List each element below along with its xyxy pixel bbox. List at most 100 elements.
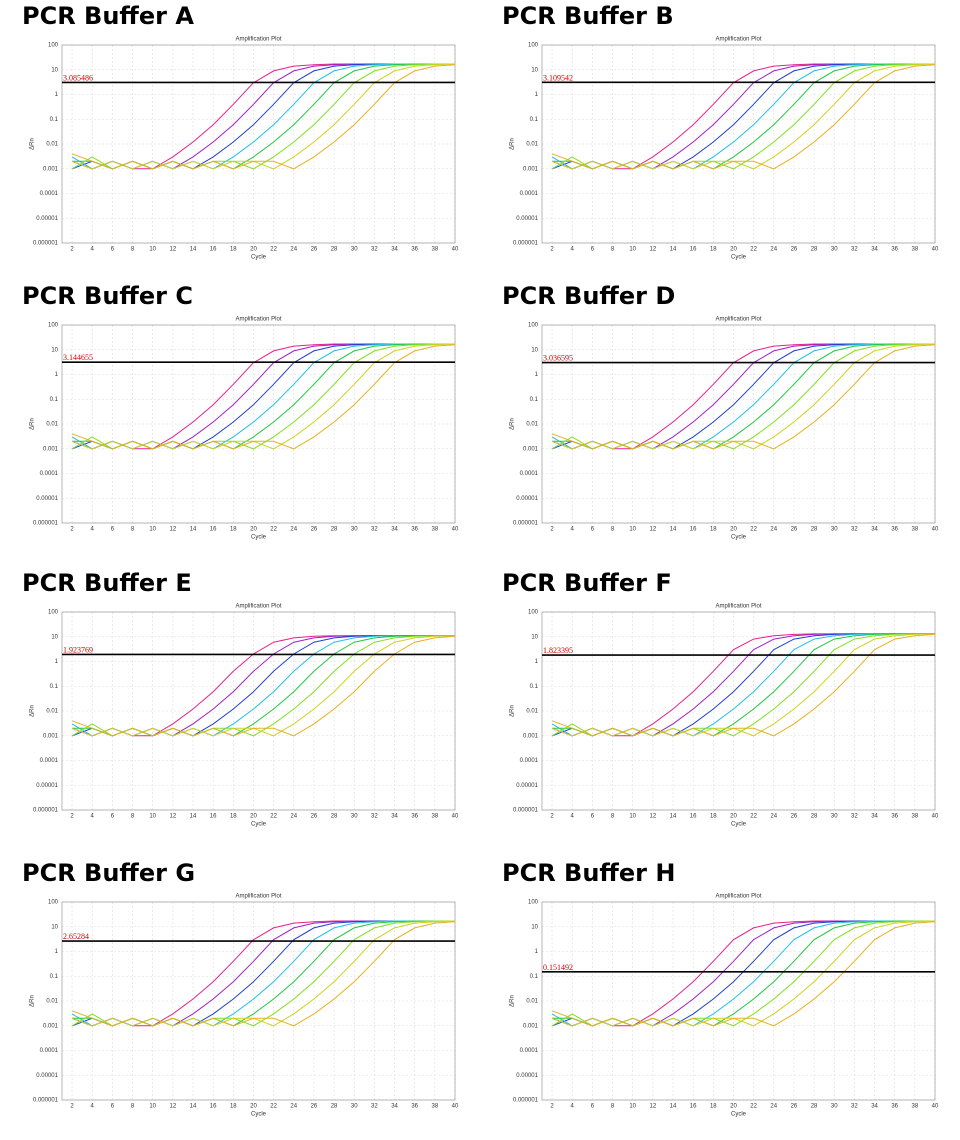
x-tick-label: 34 [391, 527, 398, 533]
x-tick-label: 12 [650, 1104, 657, 1110]
x-tick-label: 20 [730, 1104, 737, 1110]
x-tick-label: 4 [91, 814, 95, 820]
x-tick-label: 32 [851, 1104, 858, 1110]
x-tick-label: 2 [550, 527, 554, 533]
y-axis-label: ΔRn [30, 418, 36, 430]
x-tick-label: 32 [371, 1104, 378, 1110]
amplification-curve [71, 63, 455, 170]
y-tick-label: 1 [55, 949, 59, 955]
x-tick-label: 4 [91, 247, 95, 253]
x-tick-label: 10 [629, 814, 636, 820]
y-tick-label: 100 [48, 43, 59, 49]
x-tick-label: 4 [571, 247, 575, 253]
y-tick-label: 0.000001 [33, 1098, 59, 1104]
amplification-curve [72, 635, 455, 737]
x-tick-label: 22 [750, 247, 757, 253]
x-tick-label: 14 [670, 814, 677, 820]
x-tick-label: 28 [811, 247, 818, 253]
amplification-curve [71, 343, 455, 450]
x-tick-label: 36 [891, 527, 898, 533]
threshold-label: 1.923769 [63, 645, 93, 654]
x-tick-label: 30 [831, 814, 838, 820]
y-tick-label: 0.000001 [33, 241, 59, 247]
panel-heading: PCR Buffer G [22, 859, 195, 887]
x-tick-label: 18 [710, 247, 717, 253]
y-tick-label: 0.00001 [516, 496, 538, 502]
x-tick-label: 28 [331, 1104, 338, 1110]
amplification-curve [71, 635, 455, 737]
x-tick-label: 6 [111, 527, 115, 533]
y-tick-label: 0.0001 [520, 1048, 539, 1054]
x-tick-label: 24 [770, 247, 777, 253]
threshold-label: 3.144655 [63, 353, 93, 362]
y-tick-label: 0.000001 [513, 241, 539, 247]
y-tick-label: 0.1 [530, 974, 539, 980]
y-tick-label: 0.1 [50, 117, 59, 123]
panel-heading: PCR Buffer D [502, 282, 675, 310]
x-tick-label: 24 [290, 527, 297, 533]
y-tick-label: 0.001 [43, 733, 59, 739]
x-tick-label: 24 [290, 247, 297, 253]
y-axis-label: ΔRn [30, 995, 36, 1007]
amplification-curve [71, 635, 455, 737]
x-tick-label: 8 [131, 1104, 135, 1110]
y-axis-label: ΔRn [510, 418, 516, 430]
x-tick-label: 32 [851, 814, 858, 820]
y-tick-label: 10 [51, 347, 58, 353]
y-tick-label: 1 [535, 949, 539, 955]
amplification-curve [72, 920, 455, 1027]
amplification-curve [551, 63, 936, 170]
y-tick-label: 1 [55, 372, 59, 378]
x-tick-label: 6 [111, 814, 115, 820]
x-tick-label: 38 [432, 1104, 439, 1110]
y-tick-label: 0.01 [526, 422, 538, 428]
y-tick-label: 100 [528, 900, 539, 906]
x-tick-label: 24 [770, 527, 777, 533]
x-tick-label: 38 [432, 527, 439, 533]
x-tick-label: 8 [611, 814, 615, 820]
amplification-curve [551, 63, 935, 170]
chart-title: Amplification Plot [235, 37, 281, 43]
chart-title: Amplification Plot [715, 894, 761, 900]
x-tick-label: 16 [690, 814, 697, 820]
y-tick-label: 0.1 [50, 684, 59, 690]
x-tick-label: 40 [932, 1104, 939, 1110]
plot-frame [61, 44, 456, 244]
x-tick-label: 38 [912, 247, 919, 253]
amplification-curve [71, 63, 455, 170]
amplification-curve [71, 920, 455, 1027]
x-tick-label: 28 [331, 527, 338, 533]
amplification-curve [71, 635, 456, 737]
x-tick-label: 32 [371, 527, 378, 533]
x-tick-label: 6 [111, 247, 115, 253]
x-axis-label: Cycle [251, 255, 267, 261]
amplification-curve [551, 633, 936, 737]
x-tick-label: 30 [351, 247, 358, 253]
panel-heading: PCR Buffer A [22, 2, 194, 30]
plot-frame [541, 901, 936, 1101]
amplification-curve [551, 63, 935, 170]
y-tick-label: 0.001 [43, 446, 59, 452]
amplification-curve [72, 343, 455, 450]
x-tick-label: 8 [131, 527, 135, 533]
x-tick-label: 4 [91, 1104, 95, 1110]
y-tick-label: 10 [51, 924, 58, 930]
x-tick-label: 12 [170, 247, 177, 253]
x-tick-label: 2 [70, 527, 74, 533]
y-tick-label: 0.0001 [40, 758, 59, 764]
x-tick-label: 34 [871, 814, 878, 820]
x-tick-label: 40 [452, 1104, 459, 1110]
amplification-curve [71, 635, 455, 737]
y-tick-label: 0.001 [523, 733, 539, 739]
threshold-label: 3.109542 [543, 73, 573, 82]
x-tick-label: 10 [149, 247, 156, 253]
x-tick-label: 26 [791, 527, 798, 533]
y-tick-label: 1 [535, 92, 539, 98]
x-tick-label: 24 [770, 814, 777, 820]
amplification-curve [551, 920, 935, 1027]
amplification-curve [71, 343, 455, 450]
y-tick-label: 0.000001 [33, 808, 59, 814]
y-tick-label: 0.00001 [36, 783, 58, 789]
y-tick-label: 0.0001 [520, 758, 539, 764]
amplification-curve [71, 920, 455, 1027]
